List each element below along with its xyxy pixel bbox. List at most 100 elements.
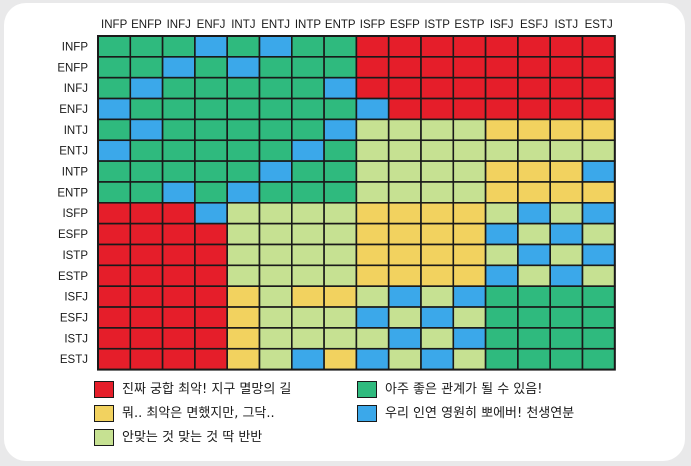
cell-intj-intj xyxy=(226,118,261,142)
cell-esfj-esfp xyxy=(387,306,422,329)
cell-infp-entp xyxy=(323,35,358,58)
cell-infj-estj xyxy=(581,76,616,100)
cell-isfj-istp xyxy=(420,285,455,308)
cell-intj-esfj xyxy=(517,118,552,142)
cell-esfp-isfj xyxy=(484,222,519,246)
cell-esfp-istp xyxy=(420,222,455,246)
cell-esfj-infp xyxy=(97,306,132,329)
cell-estp-entp xyxy=(323,264,358,288)
cell-entp-esfp xyxy=(387,181,422,204)
row-label-entj: ENTJ xyxy=(59,146,88,158)
cell-infj-enfj xyxy=(194,76,228,100)
cell-estp-intp xyxy=(290,264,325,288)
row-label-estj: ESTJ xyxy=(60,354,88,366)
cell-isfp-intj xyxy=(226,202,261,225)
cell-esfj-isfp xyxy=(355,306,390,329)
cell-enfp-entj xyxy=(258,56,293,79)
cell-isfp-entj xyxy=(258,202,293,225)
cell-intj-istj xyxy=(549,118,584,142)
cell-isfj-istj xyxy=(549,285,584,308)
row-label-enfp: ENFP xyxy=(57,62,88,74)
cell-infp-estj xyxy=(581,35,616,58)
cell-esfj-entp xyxy=(323,306,358,329)
cell-istp-infj xyxy=(161,243,196,267)
cell-enfj-enfp xyxy=(129,97,164,121)
cell-estp-esfj xyxy=(517,264,552,288)
cell-entp-intj xyxy=(226,181,261,204)
cell-esfp-esfp xyxy=(387,222,422,246)
cell-esfj-intp xyxy=(290,306,325,329)
cell-entp-estj xyxy=(581,181,616,204)
cell-intp-esfj xyxy=(517,160,552,183)
cell-isfp-istp xyxy=(420,202,455,225)
cell-intj-istp xyxy=(420,118,455,142)
cell-intp-istj xyxy=(549,160,584,183)
cell-infp-istj xyxy=(549,35,584,58)
cell-esfp-enfp xyxy=(129,222,164,246)
cell-istp-isfj xyxy=(484,243,519,267)
row-label-intp: INTP xyxy=(62,167,89,179)
row-label-istj: ISTJ xyxy=(64,333,88,345)
row-label-isfp: ISFP xyxy=(62,208,88,220)
column-label-esfp: ESFP xyxy=(390,19,420,31)
cell-entj-intj xyxy=(226,139,261,162)
cell-istj-estj xyxy=(581,327,616,350)
cell-istp-istj xyxy=(549,243,584,267)
cell-enfj-entp xyxy=(323,97,358,121)
cell-infp-esfp xyxy=(387,35,422,58)
cell-isfp-intp xyxy=(290,202,325,225)
cell-enfp-esfj xyxy=(517,56,552,79)
column-label-intj: INTJ xyxy=(231,19,255,31)
cell-infp-istp xyxy=(420,35,455,58)
cell-istj-entp xyxy=(323,327,358,350)
cell-istp-infp xyxy=(97,243,132,267)
cell-istp-intp xyxy=(290,243,325,267)
cell-enfj-esfp xyxy=(387,97,422,121)
cell-isfp-infp xyxy=(97,202,132,225)
cell-isfj-intp xyxy=(290,285,325,308)
column-label-estj: ESTJ xyxy=(585,19,613,31)
column-label-istp: ISTP xyxy=(424,19,450,31)
cell-estp-istp xyxy=(420,264,455,288)
cell-infj-entp xyxy=(323,76,358,100)
cell-esfj-estj xyxy=(581,306,616,329)
cell-esfj-enfj xyxy=(194,306,228,329)
cell-estp-enfj xyxy=(194,264,228,288)
cell-isfp-enfj xyxy=(194,202,228,225)
cell-estp-estj xyxy=(581,264,616,288)
cell-isfj-infj xyxy=(161,285,196,308)
cell-entp-istp xyxy=(420,181,455,204)
cell-isfp-isfp xyxy=(355,202,390,225)
cell-enfp-esfp xyxy=(387,56,422,79)
row-label-intj: INTJ xyxy=(64,125,88,137)
cell-entj-estp xyxy=(452,139,487,162)
cell-infj-isfj xyxy=(484,76,519,100)
cell-entj-intp xyxy=(290,139,325,162)
cell-istj-istp xyxy=(420,327,455,350)
cell-intj-enfj xyxy=(194,118,228,142)
cell-enfp-infp xyxy=(97,56,132,79)
row-label-infj: INFJ xyxy=(64,83,88,95)
cell-esfj-esfj xyxy=(517,306,552,329)
cell-intj-isfj xyxy=(484,118,519,142)
cell-entp-istj xyxy=(549,181,584,204)
cell-istp-estj xyxy=(581,243,616,267)
cell-esfp-isfp xyxy=(355,222,390,246)
cell-entj-istp xyxy=(420,139,455,162)
cell-enfj-infj xyxy=(161,97,196,121)
column-label-entj: ENTJ xyxy=(261,19,290,31)
cell-enfj-isfj xyxy=(484,97,519,121)
cell-infj-intp xyxy=(290,76,325,100)
cell-esfj-intj xyxy=(226,306,261,329)
cell-istp-esfp xyxy=(387,243,422,267)
cell-istp-estp xyxy=(452,243,487,267)
cell-intp-estp xyxy=(452,160,487,183)
column-label-istj: ISTJ xyxy=(555,19,579,31)
cell-esfj-isfj xyxy=(484,306,519,329)
cell-istp-istp xyxy=(420,243,455,267)
cell-enfp-isfp xyxy=(355,56,390,79)
cell-intj-intp xyxy=(290,118,325,142)
cell-enfj-intj xyxy=(226,97,261,121)
cell-infp-infj xyxy=(161,35,196,58)
